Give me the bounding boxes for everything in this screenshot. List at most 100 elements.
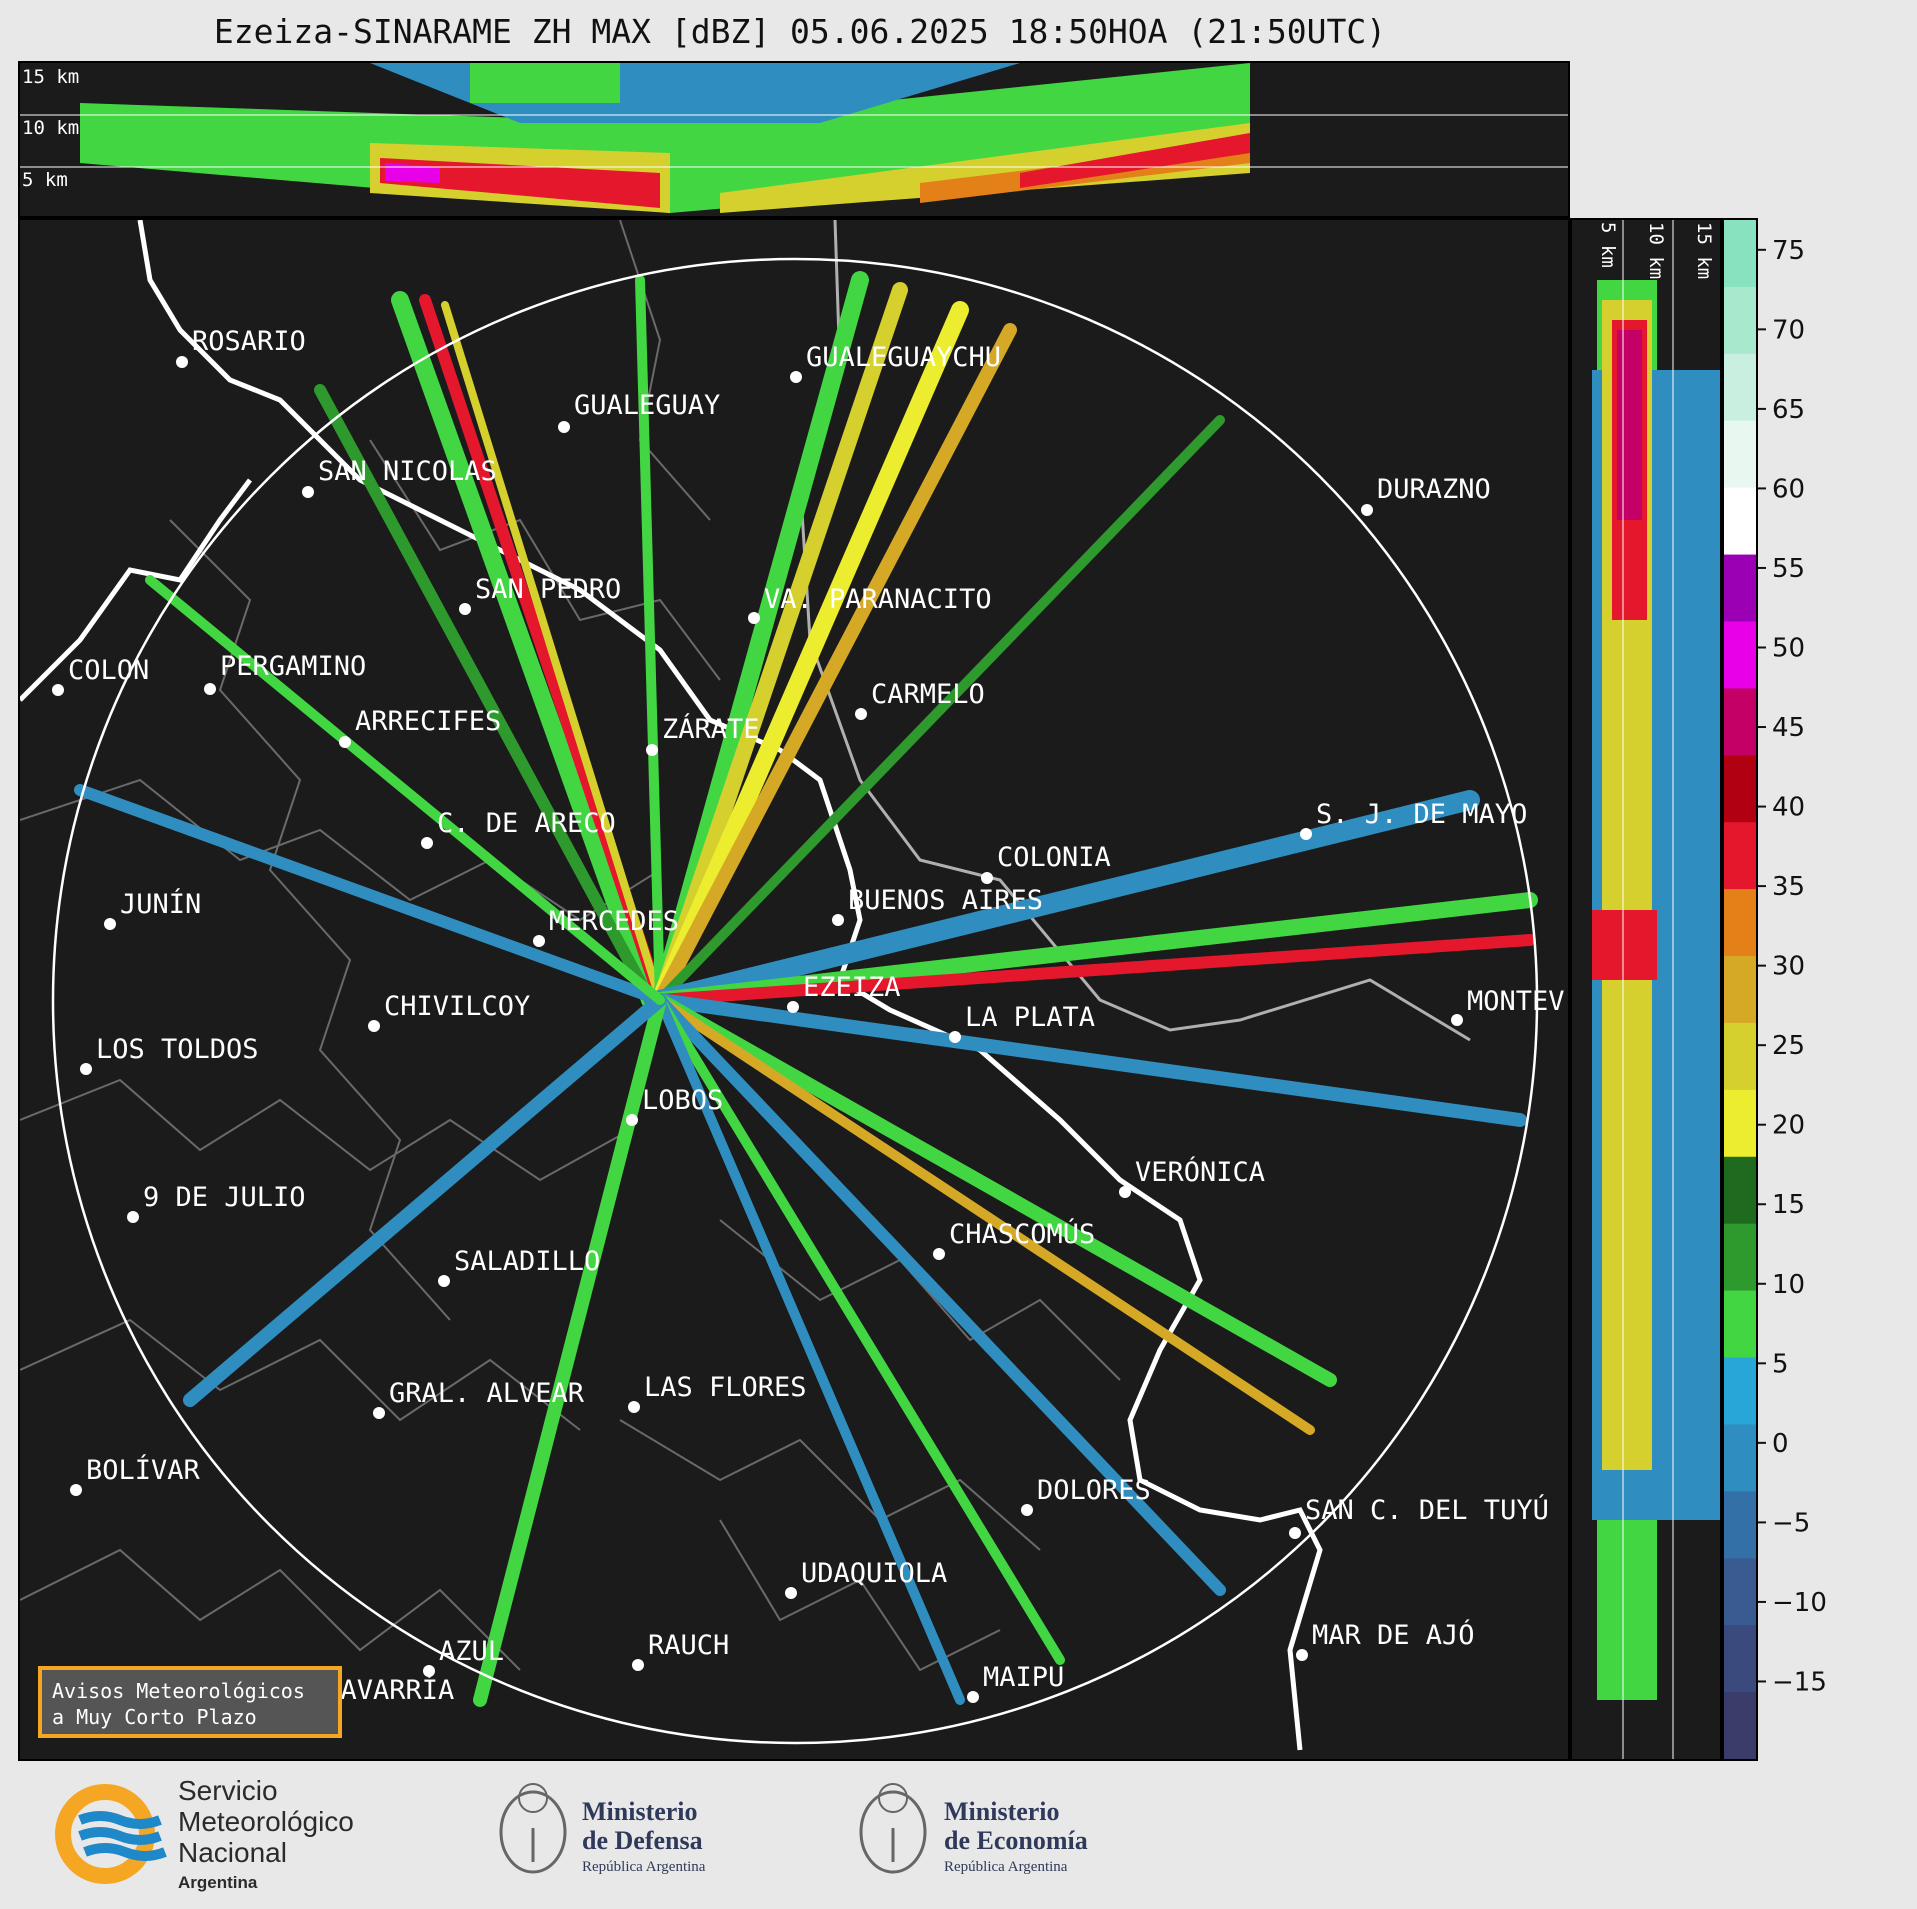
colorbar-segment [1724, 420, 1756, 489]
city-label-zarate: ZÁRATE [662, 713, 760, 745]
colorbar-tick-label: 20 [1772, 1111, 1805, 1141]
short-term-warnings-link[interactable]: Avisos Meteorológicos a Muy Corto Plazo [38, 1666, 342, 1738]
colorbar-segment [1724, 1089, 1756, 1158]
colorbar-segment [1724, 487, 1756, 556]
warnings-line-1: Avisos Meteorológicos [52, 1679, 305, 1703]
city-label-udaquiola: UDAQUIOLA [801, 1558, 947, 1589]
side-height-profile: 5 km 10 km 15 km [1570, 218, 1722, 1761]
colorbar-segment [1724, 1491, 1756, 1559]
colorbar-tick-label: 60 [1772, 474, 1805, 504]
side-label-15km: 15 km [1693, 222, 1715, 279]
colorbar-tick-label: 35 [1772, 872, 1805, 902]
city-labels: ROSARIO GUALEGUAYCHU GUALEGUAY SAN NICOL… [52, 326, 1565, 1716]
city-label-carmelo: CARMELO [871, 679, 985, 710]
province-border [20, 478, 252, 702]
radar-echoes [74, 271, 1538, 1707]
city-label-chivilcoy: CHIVILCOY [384, 991, 530, 1022]
colorbar-segment [1724, 1558, 1756, 1626]
city-label-los-toldos: LOS TOLDOS [96, 1034, 259, 1065]
colorbar-segment [1724, 1223, 1756, 1292]
city-label-buenos-aires: BUENOS AIRES [848, 885, 1043, 916]
city-label-mercedes: MERCEDES [549, 906, 679, 937]
colorbar-tick-label: 30 [1772, 952, 1805, 982]
city-label-chascomus: CHASCOMÚS [949, 1218, 1095, 1250]
colorbar-segment [1724, 353, 1756, 422]
city-label-c-de-areco: C. DE ARECO [437, 808, 616, 839]
colorbar-segment [1724, 822, 1756, 890]
city-label-colon: COLON [68, 655, 149, 686]
smn-line-1: Servicio [178, 1775, 278, 1806]
profile-max-left [385, 163, 440, 183]
colorbar-tick-label: 50 [1772, 633, 1805, 663]
radar-map[interactable]: ROSARIO GUALEGUAYCHU GUALEGUAY SAN NICOL… [18, 218, 1570, 1761]
profile-core-right [720, 123, 1250, 213]
smn-line-3: Nacional [178, 1837, 287, 1868]
defensa-line-2: de Defensa [582, 1826, 703, 1855]
side-max [1617, 330, 1642, 520]
colorbar-segment [1724, 1625, 1756, 1693]
range-ring [51, 257, 1539, 1745]
city-label-ezeiza: EZEIZA [803, 972, 901, 1003]
city-label-san-c-del-tuyu: SAN C. DEL TUYÚ [1305, 1494, 1549, 1526]
colorbar-tick-label: 75 [1772, 236, 1805, 266]
economia-line-1: Ministerio [944, 1797, 1060, 1826]
side-label-10km: 10 km [1645, 222, 1667, 279]
colorbar-segment [1724, 1156, 1756, 1225]
city-label-rosario: ROSARIO [192, 326, 306, 357]
colorbar-tick-label: 65 [1772, 395, 1805, 425]
defensa-line-3: República Argentina [582, 1859, 706, 1875]
city-label-montev: MONTEV [1467, 986, 1565, 1017]
city-label-saladillo: SALADILLO [454, 1246, 600, 1277]
height-label-5km: 5 km [22, 169, 68, 191]
city-label-s-j-de-mayo: S. J. DE MAYO [1316, 799, 1527, 830]
colorbar-segment [1724, 621, 1756, 689]
colorbar-segment [1724, 1692, 1756, 1760]
smn-line-4: Argentina [178, 1873, 258, 1892]
footer-logos: Servicio Meteorológico Nacional Argentin… [55, 1775, 1088, 1892]
colorbar-segment [1724, 1290, 1756, 1359]
economia-line-2: de Economía [944, 1826, 1088, 1855]
warnings-line-2: a Muy Corto Plazo [52, 1705, 257, 1729]
side-label-5km: 5 km [1597, 222, 1619, 268]
defensa-line-1: Ministerio [582, 1797, 698, 1826]
city-label-colonia: COLONIA [997, 842, 1111, 873]
colorbar-tick-label: −10 [1772, 1588, 1827, 1618]
admin-boundaries [20, 220, 1121, 1672]
city-label-la-plata: LA PLATA [965, 1002, 1095, 1033]
city-label-junin: JUNÍN [120, 888, 201, 920]
city-label-gral-alvear: GRAL. ALVEAR [389, 1378, 585, 1409]
economia-logo: Ministerio de Economía República Argenti… [859, 1783, 1088, 1875]
city-label-san-nicolas: SAN NICOLAS [318, 456, 497, 487]
colorbar-segment [1724, 956, 1756, 1024]
city-label-las-flores: LAS FLORES [644, 1372, 807, 1403]
city-label-maipu: MAIPU [983, 1662, 1064, 1693]
map-title: Ezeiza-SINARAME ZH MAX [dBZ] 05.06.2025 … [213, 12, 1387, 51]
city-label-gualeguay: GUALEGUAY [574, 390, 720, 421]
colorbar-tick-label: −5 [1772, 1508, 1810, 1538]
profile-heavy-left [380, 158, 660, 208]
colorbar-segment [1724, 755, 1756, 823]
colorbar-tick-label: 0 [1772, 1429, 1789, 1459]
colorbar-tick-label: −15 [1772, 1667, 1827, 1697]
city-label-bolivar: BOLÍVAR [86, 1454, 201, 1486]
colorbar-segment [1724, 688, 1756, 756]
city-label-san-pedro: SAN PEDRO [475, 574, 621, 605]
city-label-veronica: VERÓNICA [1135, 1156, 1265, 1188]
city-label-va-paranacito: VA. PARANACITO [764, 584, 992, 615]
colorbar-segment [1724, 554, 1756, 622]
colorbar-tick-label: 10 [1772, 1270, 1805, 1300]
colorbar-tick-label: 70 [1772, 315, 1805, 345]
economia-line-3: República Argentina [944, 1859, 1068, 1875]
colorbar-tick-label: 45 [1772, 713, 1805, 743]
height-label-10km: 10 km [22, 117, 79, 139]
colorbar-segment [1724, 1022, 1756, 1091]
city-label-9-de-julio: 9 DE JULIO [143, 1182, 306, 1213]
height-label-15km: 15 km [22, 66, 79, 88]
colorbar-segment [1724, 1424, 1756, 1492]
city-label-azul: AZUL [439, 1636, 504, 1667]
colorbar-tick-label: 15 [1772, 1190, 1805, 1220]
city-label-lobos: LOBOS [642, 1085, 723, 1116]
colorbar-tick-label: 40 [1772, 793, 1805, 823]
colorbar-segment [1724, 1357, 1756, 1425]
